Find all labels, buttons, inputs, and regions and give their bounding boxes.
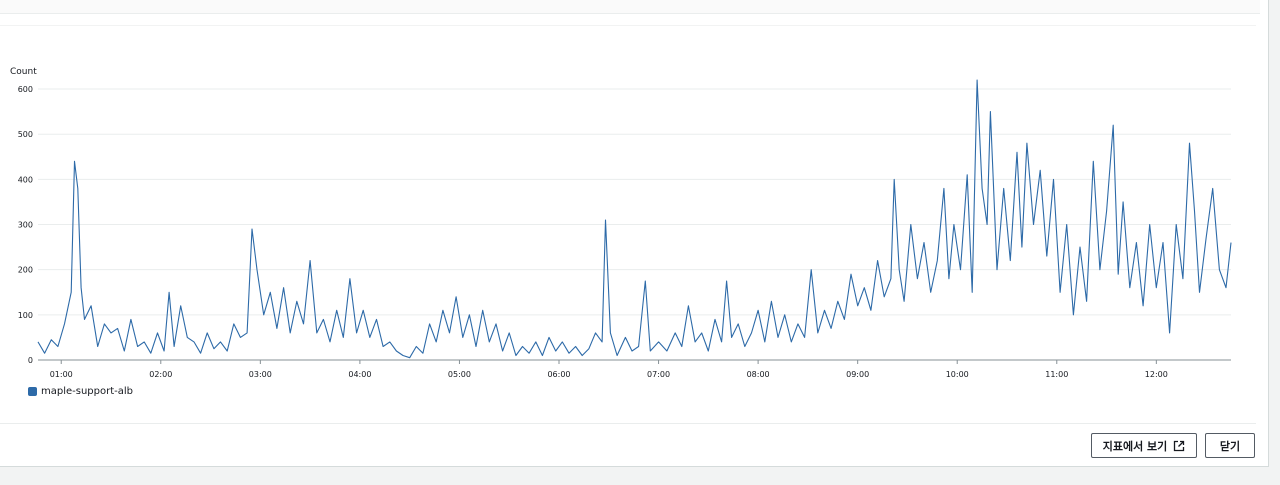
legend-label: maple-support-alb bbox=[41, 386, 134, 397]
x-tick-label: 04:00 bbox=[348, 370, 371, 379]
y-tick-label: 400 bbox=[18, 175, 33, 184]
x-tick-label: 01:00 bbox=[50, 370, 73, 379]
y-tick-label: 600 bbox=[18, 85, 33, 94]
x-tick-label: 10:00 bbox=[946, 370, 969, 379]
panel-top-strip bbox=[0, 0, 1260, 14]
metric-panel: Count 0 100 200 300 400 500 600 01:00 02:00 03:00 0… bbox=[0, 0, 1269, 467]
x-tick-label: 02:00 bbox=[149, 370, 172, 379]
x-tick-label: 03:00 bbox=[249, 370, 272, 379]
y-tick-label: 300 bbox=[18, 221, 33, 230]
x-tick-label: 08:00 bbox=[747, 370, 770, 379]
external-link-icon bbox=[1174, 440, 1185, 451]
panel-divider bbox=[0, 25, 1256, 26]
x-tick-label: 07:00 bbox=[647, 370, 670, 379]
x-tick-label: 12:00 bbox=[1145, 370, 1168, 379]
legend-swatch bbox=[28, 387, 37, 396]
y-tick-label: 0 bbox=[28, 356, 33, 365]
x-tick-label: 09:00 bbox=[846, 370, 869, 379]
y-tick-label: 200 bbox=[18, 266, 33, 275]
view-in-metrics-button[interactable]: 지표에서 보기 bbox=[1091, 433, 1197, 458]
line-chart: Count 0 100 200 300 400 500 600 01:00 02:00 03:00 0… bbox=[10, 67, 1232, 379]
y-tick-label: 100 bbox=[18, 311, 33, 320]
close-button[interactable]: 닫기 bbox=[1205, 433, 1255, 458]
view-in-metrics-label: 지표에서 보기 bbox=[1102, 439, 1168, 453]
y-tick-label: 500 bbox=[18, 130, 33, 139]
close-label: 닫기 bbox=[1219, 439, 1241, 453]
x-tick-label: 06:00 bbox=[547, 370, 570, 379]
chart-legend: maple-support-alb bbox=[28, 386, 133, 397]
series-line-maple-support-alb bbox=[37, 79, 1232, 359]
y-axis-label: Count bbox=[10, 67, 37, 77]
x-tick-label: 05:00 bbox=[448, 370, 471, 379]
x-tick-label: 11:00 bbox=[1045, 370, 1068, 379]
footer-divider bbox=[0, 423, 1256, 424]
